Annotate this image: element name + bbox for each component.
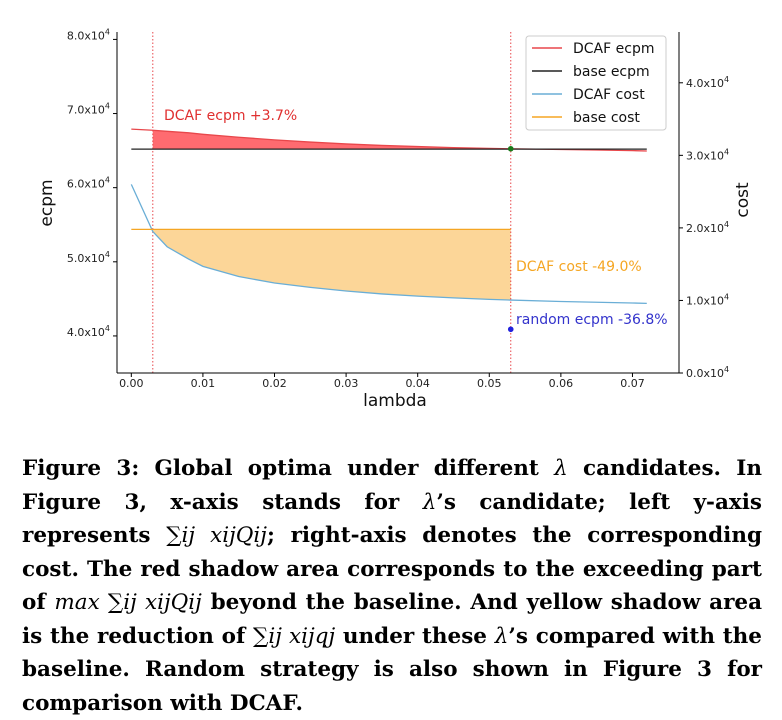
tick-exponent: 4 <box>105 324 110 333</box>
legend-label-dcaf-ecpm: DCAF ecpm <box>573 41 654 57</box>
caption-part-2: candidates. In Figure 3, x-axis stands f… <box>22 456 762 515</box>
y-right-tick-label: 0.0x104 <box>686 365 729 380</box>
tick-base: 4.0x10 <box>67 326 105 339</box>
tick-exponent: 4 <box>724 75 729 84</box>
x-tick-label: 0.03 <box>334 377 359 390</box>
x-tick-label: 0.07 <box>620 377 645 390</box>
y-left-tick-label: 5.0x104 <box>67 250 110 265</box>
caption-part-1: Figure 3: Global optima under different <box>22 456 555 481</box>
tick-exponent: 4 <box>105 27 110 36</box>
tick-exponent: 4 <box>724 147 729 156</box>
caption-part-5: beyond the baseline. And yellow shadow a… <box>22 590 763 649</box>
figure-caption: Figure 3: Global optima under different … <box>22 452 762 720</box>
marker-point-0 <box>507 145 514 152</box>
annotation-random-ecpm: random ecpm -36.8% <box>516 312 668 328</box>
vertical-reference-lines <box>152 32 512 373</box>
tick-base: 3.0x10 <box>686 149 724 162</box>
caption-lambda: λ <box>554 456 568 481</box>
tick-base: 6.0x10 <box>67 178 105 191</box>
marker-points <box>507 145 514 333</box>
legend-label-base-cost: base cost <box>573 110 640 126</box>
caption-part-3: ’s candidate; left y-axis represents <box>22 489 763 549</box>
legend-box <box>525 35 667 131</box>
marker-point-1 <box>507 326 514 333</box>
y-axis-left-title: ecpm <box>37 179 57 226</box>
caption-lambda: λ <box>494 623 509 649</box>
caption-lambda: λ <box>422 489 437 515</box>
annotation-dcaf-cost: DCAF cost -49.0% <box>516 259 642 275</box>
x-tick-label: 0.06 <box>549 377 574 390</box>
y-right-tick-label: 3.0x104 <box>686 147 729 162</box>
axes <box>113 32 683 377</box>
tick-exponent: 4 <box>105 102 110 111</box>
shaded-area-0 <box>152 130 511 150</box>
tick-exponent: 4 <box>724 292 729 301</box>
legend-label-base-ecpm: base ecpm <box>573 64 650 80</box>
tick-exponent: 4 <box>105 250 110 259</box>
y-axis-right-title: cost <box>733 182 753 218</box>
legend: DCAF ecpm base ecpm DCAF cost base cost <box>525 35 667 131</box>
caption-math-3: ∑ij xijqj <box>253 623 336 649</box>
tick-exponent: 4 <box>724 220 729 229</box>
x-tick-label: 0.01 <box>191 377 216 390</box>
tick-base: 1.0x10 <box>686 294 724 307</box>
tick-base: 7.0x10 <box>67 104 105 117</box>
legend-label-dcaf-cost: DCAF cost <box>573 87 645 103</box>
caption-part-7: ’s compared with the baseline. Random st… <box>22 623 762 716</box>
tick-labels: 0.00 0.01 0.02 0.03 0.04 0.05 0.06 0.074.0x1045… <box>67 27 729 390</box>
caption-part-6: under these <box>335 623 495 649</box>
tick-base: 2.0x10 <box>686 222 724 235</box>
x-tick-label: 0.05 <box>477 377 502 390</box>
series-lines <box>130 128 647 304</box>
x-tick-label: 0.00 <box>119 377 144 390</box>
y-left-tick-label: 7.0x104 <box>67 102 110 117</box>
y-left-tick-label: 4.0x104 <box>67 324 110 339</box>
annotation-dcaf-ecpm: DCAF ecpm +3.7% <box>164 108 297 124</box>
caption-math-1: ∑ij xijQij <box>166 523 267 548</box>
x-tick-label: 0.04 <box>405 377 430 390</box>
tick-base: 0.0x10 <box>686 367 724 380</box>
tick-base: 5.0x10 <box>67 252 105 265</box>
x-axis-title: lambda <box>363 391 427 411</box>
dual-axis-line-chart: 0.00 0.01 0.02 0.03 0.04 0.05 0.06 0.074.0x1045… <box>37 27 753 411</box>
y-right-tick-label: 1.0x104 <box>686 292 729 307</box>
caption-part-4: ; right-axis denotes the corresponding c… <box>22 523 763 615</box>
series-line-dcaf-cost <box>130 184 647 304</box>
shaded-areas <box>152 130 511 301</box>
tick-exponent: 4 <box>105 176 110 185</box>
y-left-tick-label: 6.0x104 <box>67 176 110 191</box>
y-right-tick-label: 4.0x104 <box>686 75 729 90</box>
tick-exponent: 4 <box>724 365 729 374</box>
tick-base: 4.0x10 <box>686 77 724 90</box>
y-right-tick-label: 2.0x104 <box>686 220 729 235</box>
shaded-area-1 <box>152 229 511 301</box>
y-left-tick-label: 8.0x104 <box>67 27 110 42</box>
caption-math-2: max ∑ij xijQij <box>54 590 202 615</box>
x-tick-label: 0.02 <box>262 377 287 390</box>
tick-base: 8.0x10 <box>67 29 105 42</box>
